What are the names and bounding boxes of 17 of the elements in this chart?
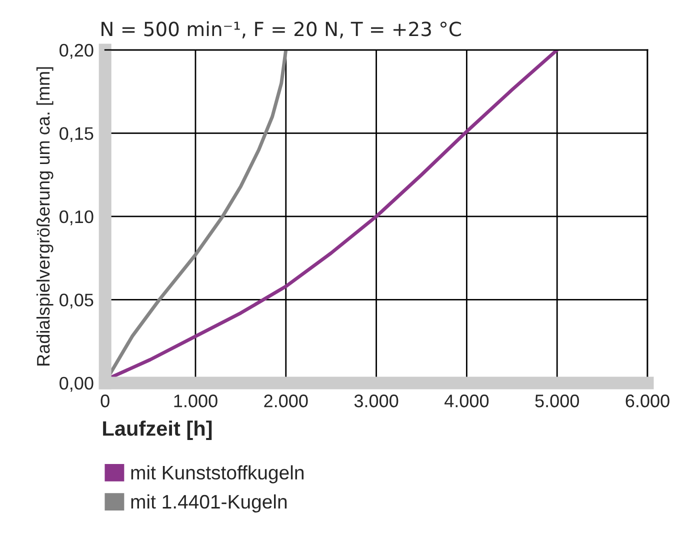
x-tick-label: 3.000 (354, 394, 398, 408)
y-tick-label: 0,20 (60, 44, 94, 59)
x-tick-label: 1.000 (174, 394, 218, 408)
x-tick-label: 2.000 (264, 394, 308, 408)
legend-label: mit Kunststoffkugeln (131, 465, 304, 484)
y-axis-title: Radialspielvergrößerung um ca. [mm] (36, 67, 54, 366)
y-tick-label: 0,05 (60, 294, 94, 309)
chart-title: N = 500 min⁻¹, F = 20 N, T = +23 °C (102, 21, 461, 38)
x-tick-label: 5.000 (535, 394, 579, 408)
y-tick-label: 0,15 (60, 127, 94, 142)
x-tick-label: 6.000 (626, 394, 670, 408)
x-tick-label: 0 (100, 394, 110, 408)
y-tick-label: 0,10 (60, 210, 94, 226)
x-axis-title: Laufzeit [h] (103, 420, 212, 440)
x-tick-label: 4.000 (444, 394, 489, 408)
legend-label: mit 1.4401-Kugeln (131, 494, 287, 512)
y-tick-label: 0,00 (60, 376, 94, 392)
